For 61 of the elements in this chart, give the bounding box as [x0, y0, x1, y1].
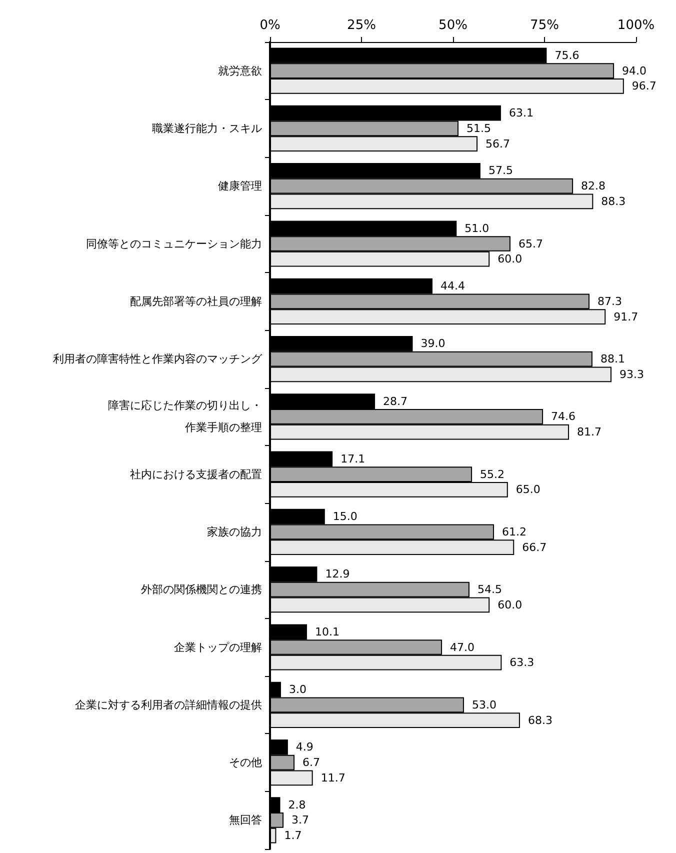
y-tick-label: 社内における支援者の配置	[130, 468, 262, 481]
data-label: 91.7	[614, 310, 638, 324]
data-label: 3.7	[292, 814, 310, 827]
data-label: 63.1	[508, 106, 534, 120]
y-tick-label: 障害に応じた作業の切り出し・作業手順の整理	[108, 399, 262, 434]
data-label: 96.7	[632, 80, 656, 93]
y-tick-label: その他	[229, 756, 262, 770]
data-label: 1.7	[284, 829, 302, 842]
data-label: 39.0	[420, 337, 446, 350]
y-tick-label: 家族の協力	[207, 525, 262, 538]
y-tick-label: 外部の関係機関との連携	[141, 583, 262, 596]
data-label: 60.0	[498, 598, 522, 612]
data-label: 53.0	[472, 698, 496, 712]
data-label: 94.0	[622, 64, 647, 78]
data-label: 87.3	[598, 294, 622, 308]
data-label: 55.2	[480, 468, 505, 481]
y-tick-label: 就労意欲	[218, 64, 262, 78]
data-label: 28.7	[383, 394, 408, 408]
data-label: 74.6	[551, 410, 576, 424]
data-label: 10.1	[314, 625, 340, 638]
y-tick-label: 無回答	[229, 814, 262, 827]
y-tick-label: 配属先部署等の社員の理解	[130, 294, 262, 308]
y-tick-label: 健康管理	[218, 180, 262, 193]
data-label: 54.5	[477, 583, 502, 596]
x-tick-label: 0%	[260, 18, 280, 33]
data-label: 6.7	[302, 756, 320, 770]
data-label: 57.5	[488, 164, 513, 178]
data-label: 61.2	[502, 525, 526, 538]
data-label: 88.1	[600, 352, 625, 366]
x-tick-label: 100%	[617, 18, 655, 33]
data-label: 17.1	[340, 452, 366, 466]
y-tick-label: 企業トップの理解	[174, 640, 262, 654]
y-tick-label: 職業遂行能力・スキル	[152, 122, 262, 135]
data-label: 51.0	[464, 222, 490, 235]
data-label: 88.3	[601, 194, 626, 208]
data-label: 47.0	[450, 640, 475, 654]
x-tick-label: 50%	[438, 18, 468, 33]
data-label: 15.0	[332, 510, 358, 524]
data-label: 4.9	[296, 740, 314, 754]
data-label: 81.7	[577, 426, 602, 439]
x-tick-label: 75%	[530, 18, 559, 33]
data-label: 63.3	[510, 656, 534, 670]
data-label: 3.0	[288, 683, 306, 696]
data-label: 44.4	[440, 280, 466, 293]
data-label: 93.3	[619, 368, 644, 381]
data-label: 11.7	[320, 771, 346, 784]
data-label: 75.6	[554, 48, 580, 62]
data-label: 65.0	[516, 483, 540, 496]
data-label: 51.5	[466, 122, 491, 135]
data-label: 66.7	[522, 540, 547, 554]
data-label: 60.0	[498, 252, 522, 266]
y-tick-label: 利用者の障害特性と作業内容のマッチング	[53, 352, 263, 366]
y-tick-label: 同僚等とのコミュニケーション能力	[86, 237, 262, 250]
data-label: 12.9	[325, 568, 350, 581]
y-tick-label: 企業に対する利用者の詳細情報の提供	[75, 698, 262, 712]
x-tick-label: 25%	[347, 18, 376, 33]
data-label: 68.3	[528, 714, 552, 727]
data-label: 65.7	[518, 237, 543, 250]
data-label: 56.7	[486, 137, 510, 150]
data-label: 2.8	[288, 798, 306, 812]
data-label: 82.8	[581, 180, 606, 193]
